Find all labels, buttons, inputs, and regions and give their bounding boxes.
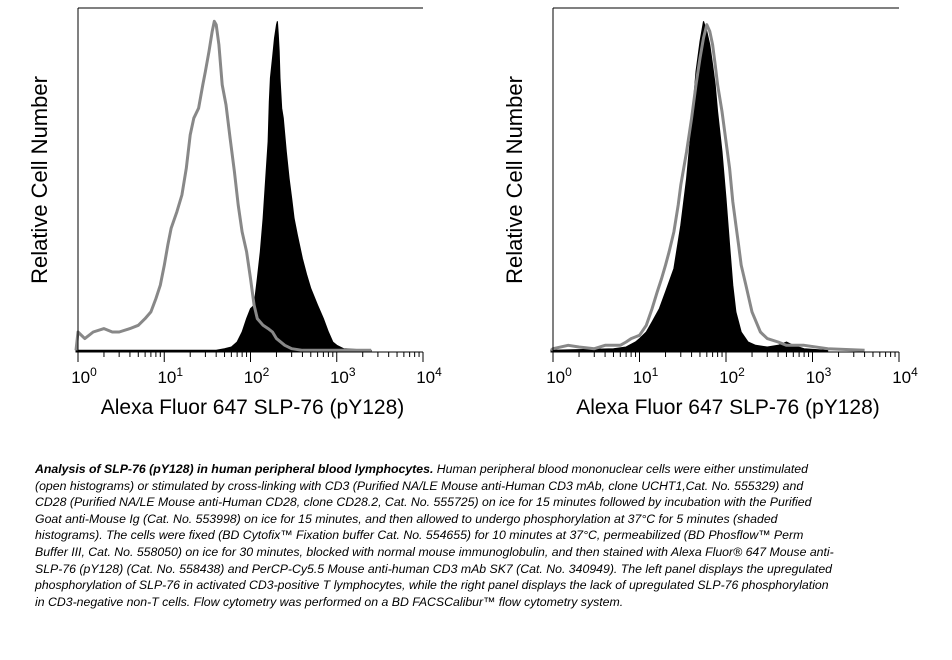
open-histogram-series [74,19,372,352]
shaded-histogram-series [550,21,829,353]
open-histogram-series [550,23,865,352]
y-axis-label: Relative Cell Number [502,76,527,284]
x-tick-label: 102 [719,365,745,387]
x-tick-label: 103 [330,365,356,387]
x-tick-label: 100 [71,365,97,387]
x-tick-label: 104 [892,365,918,387]
x-tick-label: 101 [157,365,183,387]
x-tick-label: 101 [633,365,659,387]
shaded-histogram-series [75,21,372,353]
x-tick-exponent: 3 [349,365,356,379]
x-tick-exponent: 2 [738,365,745,379]
x-axis-label: Alexa Fluor 647 SLP-76 (pY128) [101,396,405,419]
x-tick-exponent: 2 [263,365,270,379]
caption-body: Human peripheral blood mononuclear cells… [35,462,834,609]
x-tick-exponent: 0 [565,365,572,379]
x-tick-exponent: 0 [90,365,97,379]
x-tick-exponent: 1 [176,365,183,379]
x-tick-exponent: 4 [435,365,442,379]
caption-title: Analysis of SLP-76 (pY128) in human peri… [35,462,434,476]
right-histogram-panel: 100 101 102 103 104 Alexa Fluor 647 SLP-76 (p… [475,0,952,445]
figure-caption: Analysis of SLP-76 (pY128) in human peri… [35,461,835,610]
x-tick-label: 103 [806,365,832,387]
left-histogram-panel: 100 101 102 103 104 Alexa Fluor 647 SLP-76 (p… [0,0,475,445]
x-tick-label: 100 [546,365,572,387]
x-tick-label: 102 [244,365,270,387]
y-axis-label: Relative Cell Number [27,76,52,284]
x-axis-label: Alexa Fluor 647 SLP-76 (pY128) [576,396,880,419]
x-tick-exponent: 4 [911,365,918,379]
x-tick-exponent: 3 [825,365,832,379]
x-tick-label: 104 [416,365,442,387]
x-tick-exponent: 1 [652,365,659,379]
